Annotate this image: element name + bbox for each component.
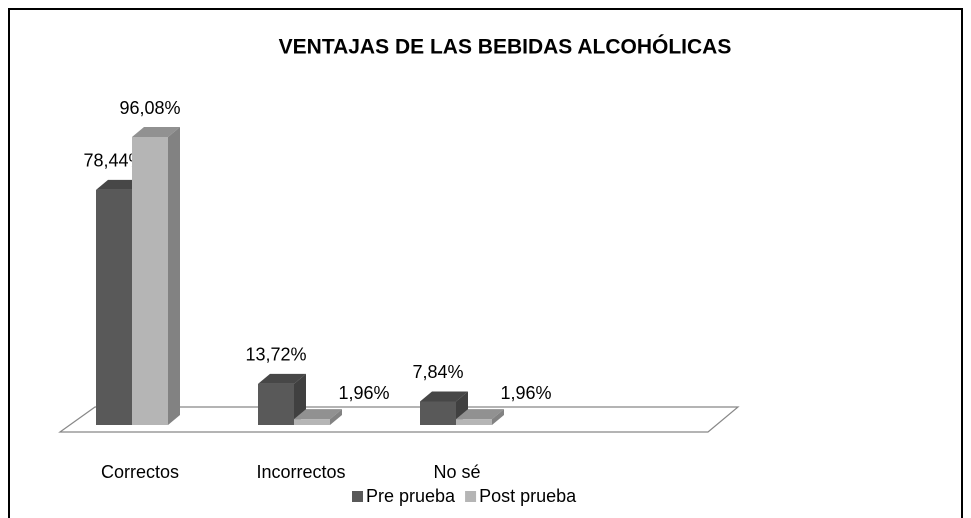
bar-front [132, 137, 168, 425]
x-tick-label: Correctos [101, 462, 179, 482]
bar-front [258, 383, 294, 425]
frame [8, 8, 963, 518]
bar [294, 409, 342, 425]
data-label: 13,72% [245, 345, 306, 365]
bar [132, 127, 180, 425]
bar [420, 391, 468, 425]
bar-front [456, 419, 492, 425]
data-label: 1,96% [338, 383, 389, 403]
floor [58, 406, 740, 433]
bar-front [96, 189, 132, 425]
data-label: 1,96% [500, 383, 551, 403]
x-tick-label: No sé [433, 462, 480, 482]
bar-side [492, 409, 504, 425]
bar-top [132, 127, 180, 137]
data-label: 7,84% [412, 362, 463, 382]
bar-top [456, 409, 504, 420]
bar-top [420, 391, 468, 402]
bar [456, 409, 504, 425]
bar-top [294, 409, 342, 420]
bar-side [330, 409, 342, 425]
legend-swatch [352, 491, 363, 502]
data-label: 96,08% [119, 98, 180, 118]
bar-top [258, 373, 306, 384]
bar-side [168, 127, 180, 425]
data-label: 78,44% [83, 151, 144, 171]
bar-front [420, 401, 456, 425]
bar-front [294, 419, 330, 425]
chart-title: VENTAJAS DE LAS BEBIDAS ALCOHÓLICAS [279, 35, 732, 59]
legend-label: Pre prueba [366, 486, 456, 506]
legend-swatch [465, 491, 477, 502]
x-tick-label: Incorrectos [256, 462, 345, 482]
legend-label: Post prueba [479, 486, 577, 506]
